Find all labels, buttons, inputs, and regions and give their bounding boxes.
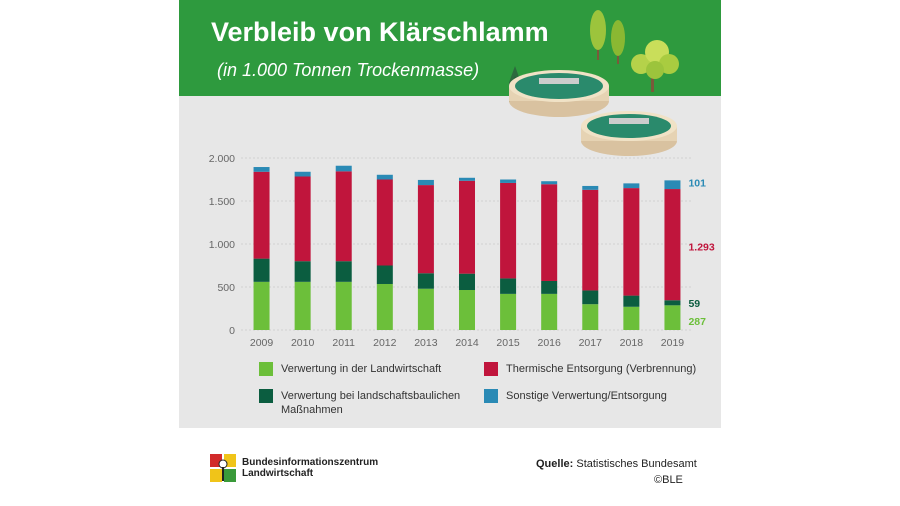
value-label: 101 [688, 177, 706, 189]
bar-segment [253, 281, 270, 330]
page-subtitle: (in 1.000 Tonnen Trockenmasse) [217, 60, 480, 80]
bars [253, 165, 681, 330]
bar-segment [294, 261, 311, 282]
bar-segment [253, 258, 270, 282]
bar-segment [500, 179, 517, 183]
x-tick-label: 2014 [455, 337, 479, 349]
bar-segment [417, 185, 434, 274]
clarifier-basin-icon [509, 70, 609, 117]
legend-swatch [484, 389, 498, 403]
value-label: 59 [688, 298, 700, 310]
bar-segment [417, 179, 434, 186]
page-title: Verbleib von Klärschlamm [211, 17, 549, 47]
y-tick-label: 1.500 [209, 196, 235, 208]
bar-segment [582, 290, 599, 305]
bar-segment [623, 306, 640, 330]
bar-segment [335, 165, 352, 172]
x-axis-ticks: 2009 2010 2011 2012 2013 2014 2015 2016 2017 2018… [250, 337, 684, 349]
value-annotations: 101 1.293 59 287 [688, 177, 714, 328]
bar-segment [500, 293, 517, 330]
x-tick-label: 2015 [496, 337, 520, 349]
bar-segment [664, 305, 681, 330]
bar-segment [335, 171, 352, 262]
y-tick-label: 2.000 [209, 153, 235, 165]
bar-segment [253, 171, 270, 259]
x-tick-label: 2016 [538, 337, 562, 349]
value-label: 1.293 [688, 242, 714, 254]
legend-item-landwirtschaft: Verwertung in der Landwirtschaft [259, 362, 481, 376]
bar-segment [376, 179, 393, 266]
bar-segment [541, 181, 558, 185]
legend-swatch [259, 389, 273, 403]
bar-segment [376, 174, 393, 180]
bar-segment [459, 180, 475, 274]
y-tick-label: 500 [217, 282, 235, 294]
bar-segment [664, 300, 681, 306]
legend-item-thermisch: Thermische Entsorgung (Verbrennung) [484, 362, 706, 376]
sewage-plant-illustration [509, 10, 679, 156]
x-tick-label: 2013 [414, 337, 438, 349]
y-tick-label: 0 [229, 325, 235, 337]
bar-segment [582, 185, 599, 190]
ble-logo-icon [210, 454, 236, 482]
x-tick-label: 2017 [579, 337, 603, 349]
infographic-card: Verbleib von Klärschlamm (in 1.000 Tonne… [179, 0, 721, 428]
ble-logo: Bundesinformationszentrum Landwirtschaft [210, 454, 402, 482]
bar-segment [582, 189, 599, 291]
bar-segment [459, 290, 475, 330]
legend-label: Verwertung in der Landwirtschaft [281, 363, 442, 375]
bar-segment [335, 281, 352, 330]
legend-item-sonstige: Sonstige Verwertung/Entsorgung [484, 389, 706, 403]
bar-segment [623, 188, 640, 296]
legend-label: Thermische Entsorgung (Verbrennung) [506, 363, 697, 375]
bar-segment [500, 182, 517, 279]
bar-segment [335, 261, 352, 282]
bar-segment [541, 293, 558, 330]
legend-label: Sonstige Verwertung/Entsorgung [506, 390, 667, 402]
legend-swatch [484, 362, 498, 376]
value-label: 287 [688, 316, 706, 328]
legend-swatch [259, 362, 273, 376]
bar-segment [376, 265, 393, 284]
x-tick-label: 2012 [373, 337, 397, 349]
source-note: Quelle: Statistisches Bundesamt [536, 458, 697, 470]
source-value: Statistisches Bundesamt [576, 458, 697, 470]
bar-segment [459, 273, 475, 291]
clarifier-basin-icon [581, 111, 677, 156]
bar-segment [417, 288, 434, 330]
bar-segment [623, 183, 640, 189]
bar-segment [582, 304, 599, 330]
x-tick-label: 2018 [620, 337, 644, 349]
x-tick-label: 2019 [661, 337, 685, 349]
x-tick-label: 2009 [250, 337, 274, 349]
bar-segment [253, 167, 270, 172]
bar-segment [376, 283, 393, 330]
bar-segment [664, 189, 681, 301]
bar-segment [417, 273, 434, 289]
logo-text: Bundesinformationszentrum Landwirtschaft [242, 457, 379, 479]
bar-segment [294, 171, 311, 177]
copyright-note: ©BLE [654, 474, 683, 486]
bar-segment [664, 180, 681, 190]
x-tick-label: 2011 [332, 337, 355, 349]
bar-segment [459, 177, 475, 181]
x-tick-label: 2010 [291, 337, 315, 349]
bar-segment [294, 281, 311, 330]
stacked-bar-chart: 0 500 1.000 1.500 2.000 2009 2010 2011 2012 2013… [209, 153, 715, 349]
bar-segment [294, 176, 311, 262]
source-label: Quelle: [536, 458, 574, 470]
bar-segment [541, 280, 558, 294]
y-axis-ticks: 0 500 1.000 1.500 2.000 [209, 153, 235, 337]
header-banner: Verbleib von Klärschlamm (in 1.000 Tonne… [179, 0, 721, 96]
bar-segment [500, 278, 517, 294]
bar-segment [541, 184, 558, 281]
legend-label: Verwertung bei landschaftsbaulichen Maßn… [281, 390, 461, 416]
y-tick-label: 1.000 [209, 239, 235, 251]
legend-item-landschaftsbau: Verwertung bei landschaftsbaulichen Maßn… [259, 389, 471, 417]
bar-segment [623, 295, 640, 307]
